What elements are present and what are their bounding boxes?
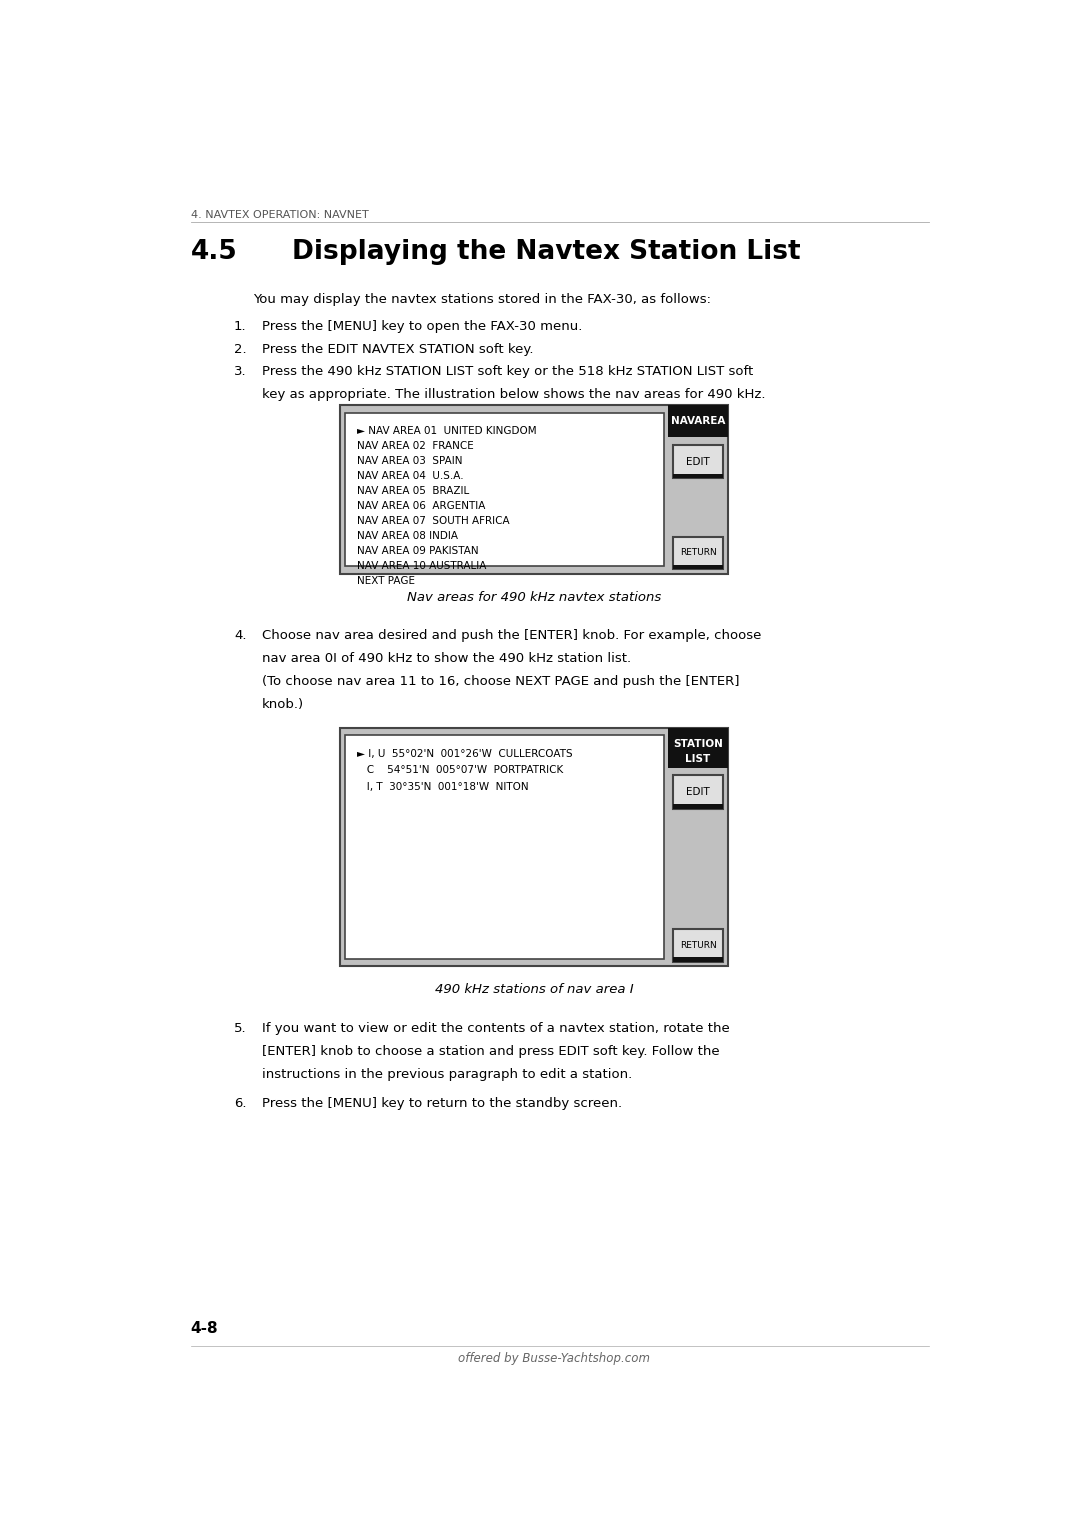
Text: NAV AREA 04  U.S.A.: NAV AREA 04 U.S.A. [356,471,463,481]
Text: 2.: 2. [234,342,246,356]
Text: nav area 0I of 490 kHz to show the 490 kHz station list.: nav area 0I of 490 kHz to show the 490 k… [262,652,631,665]
Bar [673,564,724,568]
Bar [673,536,724,568]
Bar [673,445,724,478]
Text: NAV AREA 06  ARGENTIA: NAV AREA 06 ARGENTIA [356,501,485,510]
Bar [673,929,724,961]
Text: Nav areas for 490 kHz navtex stations: Nav areas for 490 kHz navtex stations [407,591,661,604]
Text: LIST: LIST [686,753,711,764]
Text: STATION: STATION [673,738,723,749]
Text: 4.: 4. [234,630,246,642]
Bar [669,727,728,767]
Text: C    54°51'N  005°07'W  PORTPATRICK: C 54°51'N 005°07'W PORTPATRICK [356,766,563,776]
Bar [345,735,663,958]
Bar [340,727,728,966]
Text: If you want to view or edit the contents of a navtex station, rotate the: If you want to view or edit the contents… [262,1022,730,1034]
Bar [673,957,724,961]
Text: 3.: 3. [234,365,246,377]
Text: NAV AREA 02  FRANCE: NAV AREA 02 FRANCE [356,442,473,451]
Text: NAV AREA 08 INDIA: NAV AREA 08 INDIA [356,532,458,541]
Text: 4-8: 4-8 [191,1322,218,1337]
Bar [340,405,728,573]
Text: Press the EDIT NAVTEX STATION soft key.: Press the EDIT NAVTEX STATION soft key. [262,342,534,356]
Text: instructions in the previous paragraph to edit a station.: instructions in the previous paragraph t… [262,1068,633,1082]
Text: NAV AREA 09 PAKISTAN: NAV AREA 09 PAKISTAN [356,545,478,556]
Text: RETURN: RETURN [679,549,716,558]
Text: NAV AREA 10 AUSTRALIA: NAV AREA 10 AUSTRALIA [356,561,486,571]
Bar [673,474,724,478]
Text: 4.5: 4.5 [191,238,238,264]
Text: NAV AREA 05  BRAZIL: NAV AREA 05 BRAZIL [356,486,469,497]
Text: EDIT: EDIT [686,457,710,466]
Text: Press the [MENU] key to open the FAX-30 menu.: Press the [MENU] key to open the FAX-30 … [262,321,582,333]
Text: knob.): knob.) [262,698,305,712]
Text: I, T  30°35'N  001°18'W  NITON: I, T 30°35'N 001°18'W NITON [356,782,528,793]
Text: RETURN: RETURN [679,941,716,950]
Text: 490 kHz stations of nav area I: 490 kHz stations of nav area I [435,984,634,996]
Bar [673,776,724,808]
Text: 4. NAVTEX OPERATION: NAVNET: 4. NAVTEX OPERATION: NAVNET [191,211,368,220]
Text: NEXT PAGE: NEXT PAGE [356,576,415,587]
Text: NAVAREA: NAVAREA [671,416,726,426]
Bar [669,405,728,437]
Text: Displaying the Navtex Station List: Displaying the Navtex Station List [292,238,800,264]
Text: Choose nav area desired and push the [ENTER] knob. For example, choose: Choose nav area desired and push the [EN… [262,630,761,642]
Text: 1.: 1. [234,321,246,333]
Text: Press the 490 kHz STATION LIST soft key or the 518 kHz STATION LIST soft: Press the 490 kHz STATION LIST soft key … [262,365,754,377]
Text: ► I, U  55°02'N  001°26'W  CULLERCOATS: ► I, U 55°02'N 001°26'W CULLERCOATS [356,749,572,758]
Text: NAV AREA 03  SPAIN: NAV AREA 03 SPAIN [356,455,462,466]
Text: offered by Busse-Yachtshop.com: offered by Busse-Yachtshop.com [458,1352,649,1365]
Text: 5.: 5. [234,1022,246,1034]
Text: Press the [MENU] key to return to the standby screen.: Press the [MENU] key to return to the st… [262,1097,622,1111]
Bar [345,413,663,565]
Text: EDIT: EDIT [686,787,710,798]
Text: NAV AREA 07  SOUTH AFRICA: NAV AREA 07 SOUTH AFRICA [356,516,510,526]
Text: ► NAV AREA 01  UNITED KINGDOM: ► NAV AREA 01 UNITED KINGDOM [356,426,537,435]
Text: key as appropriate. The illustration below shows the nav areas for 490 kHz.: key as appropriate. The illustration bel… [262,388,766,402]
Text: 6.: 6. [234,1097,246,1111]
Text: (To choose nav area 11 to 16, choose NEXT PAGE and push the [ENTER]: (To choose nav area 11 to 16, choose NEX… [262,675,740,689]
Text: [ENTER] knob to choose a station and press EDIT soft key. Follow the: [ENTER] knob to choose a station and pre… [262,1045,719,1057]
Text: You may display the navtex stations stored in the FAX-30, as follows:: You may display the navtex stations stor… [253,293,711,306]
Bar [673,804,724,808]
